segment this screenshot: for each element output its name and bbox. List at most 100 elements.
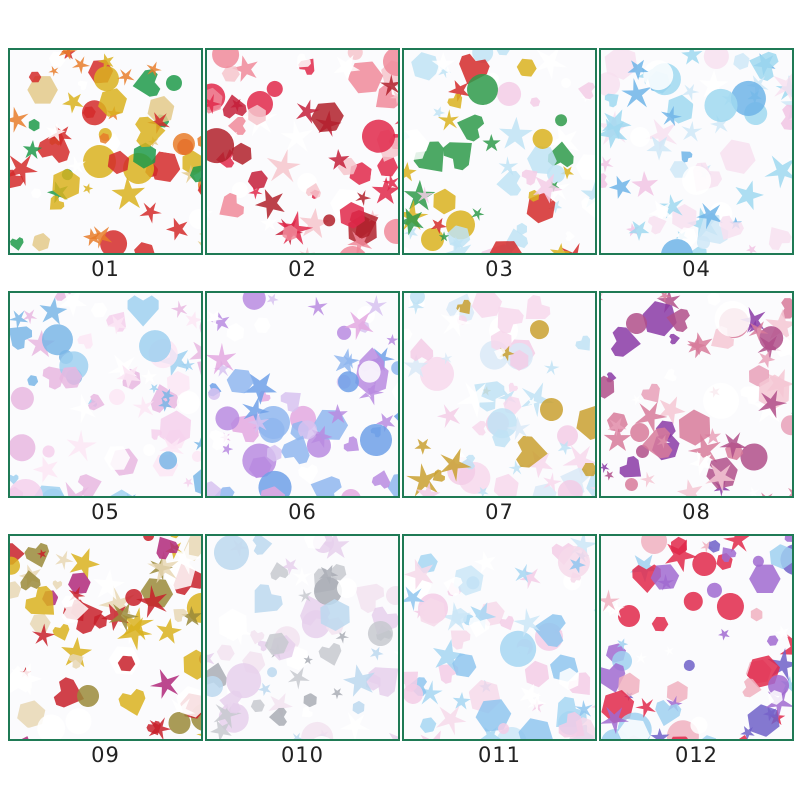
sequin-heart (127, 295, 159, 327)
sequin-heart (452, 108, 488, 144)
sequin-flower (8, 103, 34, 137)
sequin-star (182, 476, 194, 488)
sequin-star (494, 113, 537, 156)
sequin-hex (515, 715, 557, 741)
sequin-heart (8, 316, 38, 353)
sequin-circle (378, 213, 398, 249)
variant-photo-04[interactable] (599, 48, 794, 255)
sequin-hex (130, 237, 160, 255)
variant-label: 012 (674, 743, 719, 767)
variant-photo-01[interactable] (8, 48, 203, 255)
sequin-flower (635, 652, 648, 665)
sequin-circle (552, 111, 570, 129)
sequin-circle (529, 319, 551, 340)
sequin-heart (251, 534, 274, 556)
sequin-heart (494, 169, 523, 198)
sequin-star (411, 434, 436, 459)
sequin-circle (699, 50, 735, 75)
sequin-hex (26, 374, 39, 387)
sequin-hex (749, 564, 781, 593)
variant-photo-09[interactable] (8, 534, 203, 741)
variant-photo-07[interactable] (402, 291, 597, 498)
sequin-star (716, 625, 733, 642)
sequin-hex (698, 734, 720, 741)
sequin-circle (777, 410, 792, 440)
sequin-circle (493, 78, 525, 110)
sequin-heart (760, 219, 794, 254)
sequin-circle (382, 582, 398, 609)
sequin-circle (239, 293, 270, 314)
sequin-circle (164, 73, 184, 93)
sequin-star (604, 171, 638, 205)
variant-photo-010[interactable] (205, 534, 400, 741)
sequin-circle (211, 536, 252, 574)
sequin-circle (264, 664, 279, 679)
variant-photo-012[interactable] (599, 534, 794, 741)
variant-label: 06 (288, 500, 317, 524)
variant-photo-03[interactable] (402, 48, 597, 255)
sequin-hex (417, 713, 440, 736)
variant-photo-011[interactable] (402, 534, 597, 741)
sequin-hex (225, 322, 246, 343)
sequin-flower (292, 567, 312, 587)
sequin-star (732, 179, 764, 211)
sequin-flower (541, 358, 562, 379)
sequin-hex (223, 364, 258, 399)
sequin-hex (349, 699, 367, 717)
sequin-circle (681, 589, 706, 614)
variant-label: 04 (682, 257, 711, 281)
sequin-heart (565, 231, 576, 242)
sequin-flower (745, 485, 761, 498)
sequin-star (678, 48, 707, 69)
sequin-heart (116, 686, 152, 722)
sequin-hex (748, 605, 766, 623)
sequin-hex (254, 316, 272, 334)
sequin-star (674, 476, 706, 498)
sequin-flower (136, 197, 165, 226)
sequin-flower (276, 117, 315, 156)
sequin-flower (434, 702, 469, 737)
sequin-circle (207, 675, 224, 699)
sequin-circle (185, 204, 201, 233)
sequin-hex (647, 558, 684, 595)
sequin-hex (570, 147, 597, 187)
sequin-hex (493, 48, 512, 59)
sequin-hex (99, 484, 145, 498)
sequin-hex (249, 697, 267, 715)
sequin-circle (10, 555, 22, 577)
sequin-star (366, 644, 386, 664)
sequin-flower (599, 460, 611, 474)
variant-label: 07 (485, 500, 514, 524)
sequin-heart (661, 367, 679, 385)
sequin-circle (404, 244, 413, 253)
variant-photo-02[interactable] (205, 48, 400, 255)
sequin-flower (560, 243, 589, 255)
sequin-circle (189, 449, 201, 465)
sequin-hex (305, 95, 350, 140)
sequin-flower (758, 491, 776, 498)
variant-photo-08[interactable] (599, 291, 794, 498)
sequin-heart (50, 622, 73, 645)
variant-label: 011 (477, 743, 522, 767)
sequin-star (205, 205, 214, 220)
sequin-hex (88, 299, 110, 321)
sequin-star (138, 366, 161, 389)
variant-label: 05 (91, 500, 120, 524)
sequin-flower (599, 153, 617, 175)
sequin-hex (167, 534, 183, 541)
variant-photo-05[interactable] (8, 291, 203, 498)
sequin-circle (141, 536, 157, 543)
sequin-circle (416, 353, 457, 394)
sequin-heart (779, 103, 794, 133)
sequin-circle (168, 711, 191, 734)
sequin-circle (623, 477, 639, 493)
sequin-star (386, 727, 400, 741)
sequin-hex (28, 229, 54, 255)
variant-label: 09 (91, 743, 120, 767)
sequin-heart (572, 333, 596, 357)
sequin-circle (688, 548, 720, 580)
variant-photo-06[interactable] (205, 291, 400, 498)
sequin-hex (214, 641, 238, 665)
sequin-heart (316, 640, 346, 670)
sequin-heart (591, 595, 597, 627)
